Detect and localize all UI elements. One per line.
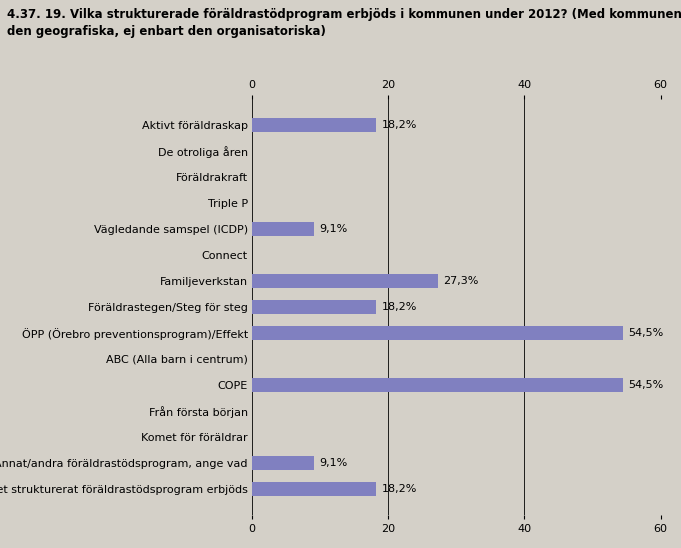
- Text: den geografiska, ej enbart den organisatoriska): den geografiska, ej enbart den organisat…: [7, 25, 326, 38]
- Bar: [252, 221, 314, 236]
- Bar: [252, 118, 376, 132]
- Bar: [252, 482, 376, 496]
- Bar: [252, 456, 314, 470]
- Bar: [252, 273, 438, 288]
- Bar: [252, 326, 623, 340]
- Text: 18,2%: 18,2%: [381, 484, 417, 494]
- Text: 4.37. 19. Vilka strukturerade föräldrastödprogram erbjöds i kommunen under 2012?: 4.37. 19. Vilka strukturerade föräldrast…: [7, 8, 681, 21]
- Bar: [252, 378, 623, 392]
- Text: 9,1%: 9,1%: [319, 224, 347, 234]
- Text: 9,1%: 9,1%: [319, 458, 347, 468]
- Bar: [252, 300, 376, 314]
- Text: 54,5%: 54,5%: [629, 380, 664, 390]
- Text: 18,2%: 18,2%: [381, 119, 417, 130]
- Text: 54,5%: 54,5%: [629, 328, 664, 338]
- Text: 18,2%: 18,2%: [381, 302, 417, 312]
- Text: 27,3%: 27,3%: [443, 276, 479, 286]
